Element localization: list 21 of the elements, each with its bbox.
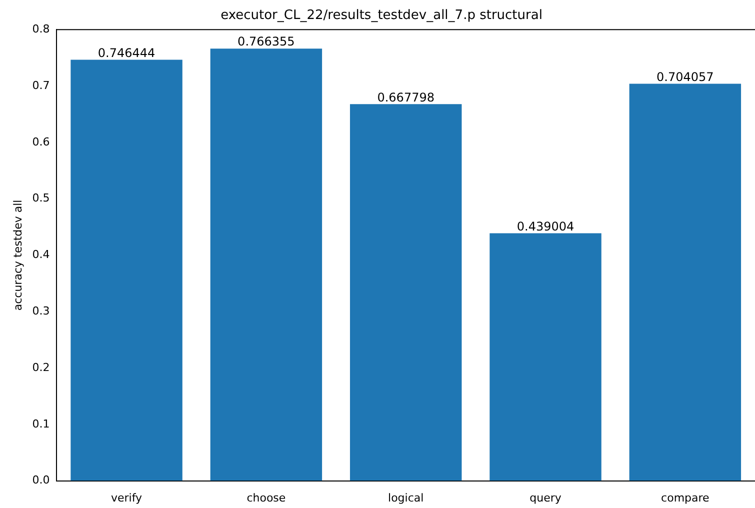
x-tick-label: choose (246, 491, 286, 504)
data-label: 0.766355 (238, 34, 295, 49)
y-tick-label: 0.6 (32, 135, 50, 148)
y-tick-label: 0.1 (32, 417, 50, 430)
x-tick-label: logical (388, 491, 424, 504)
y-tick-label: 0.5 (32, 192, 50, 205)
y-tick-label: 0.4 (32, 248, 50, 262)
data-label: 0.667798 (377, 90, 434, 104)
data-label: 0.704057 (656, 70, 714, 84)
y-axis-title: accuracy testdev all (11, 200, 24, 311)
y-tick-label: 0.0 (32, 474, 50, 487)
y-tick-label: 0.7 (32, 78, 50, 92)
data-label: 0.746444 (98, 46, 156, 60)
x-tick-label: query (530, 491, 562, 504)
x-tick-label: verify (111, 491, 143, 504)
x-tick-label: compare (661, 491, 710, 504)
y-tick-label: 0.3 (32, 304, 50, 318)
y-tick-label: 0.8 (32, 22, 50, 36)
y-tick-label: 0.2 (32, 360, 50, 374)
data-label: 0.439004 (516, 219, 574, 234)
chart-title: executor_CL_22/results_testdev_all_7.p structural (220, 8, 542, 24)
